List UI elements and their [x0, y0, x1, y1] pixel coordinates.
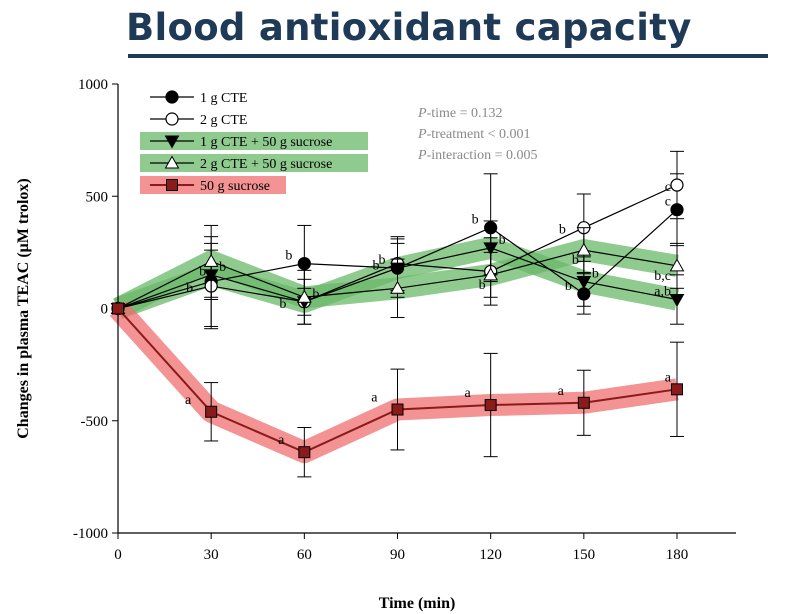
legend-marker	[165, 112, 179, 126]
x-tick-label: 60	[297, 547, 312, 563]
legend-label: 2 g CTE + 50 g sucrose	[200, 157, 332, 172]
data-point	[298, 446, 311, 459]
x-axis-label: Time (min)	[379, 595, 456, 612]
significance-label: a,b	[654, 285, 671, 300]
p-value-annotation: P-time = 0.132	[417, 106, 503, 121]
legend-label: 1 g CTE + 50 g sucrose	[200, 135, 332, 150]
significance-label: b	[312, 287, 319, 302]
data-point	[203, 253, 219, 267]
significance-label: a	[665, 370, 672, 385]
data-point	[297, 257, 311, 271]
legend-label: 50 g sucrose	[200, 179, 270, 194]
significance-label: b	[379, 253, 386, 268]
significance-label: b	[285, 249, 292, 264]
y-tick-label: 1000	[78, 77, 108, 93]
significance-label: c	[665, 195, 671, 210]
legend-marker	[166, 179, 178, 191]
data-point	[576, 242, 592, 256]
y-tick-label: -1000	[73, 526, 108, 542]
significance-label: b	[373, 259, 380, 274]
y-tick-label: 0	[101, 302, 109, 318]
x-tick-label: 0	[114, 547, 122, 563]
data-point	[112, 302, 124, 315]
data-point	[576, 276, 592, 290]
title-underline	[128, 54, 768, 58]
significance-label: b	[186, 281, 193, 296]
significance-label: a	[464, 386, 471, 401]
legend-marker	[165, 90, 179, 104]
significance-label: b	[479, 278, 486, 293]
x-tick-label: 30	[204, 547, 219, 563]
significance-label: a	[185, 393, 192, 408]
page-title: Blood antioxidant capacity	[126, 6, 692, 49]
data-point	[390, 280, 405, 294]
y-axis-label: Changes in plasma TEAC (μM trolox)	[15, 178, 32, 439]
legend-marker	[164, 135, 180, 149]
significance-label: b	[219, 260, 226, 275]
data-point	[205, 405, 218, 418]
data-point	[484, 399, 497, 412]
legend-marker	[164, 155, 180, 169]
x-tick-label: 150	[573, 547, 596, 563]
significance-label: b	[472, 213, 479, 228]
p-value-annotation: P-treatment < 0.001	[417, 127, 530, 142]
significance-label: a	[371, 391, 378, 406]
legend-label: 1 g CTE	[200, 91, 247, 106]
significance-label: b	[559, 223, 566, 238]
data-point	[577, 396, 590, 409]
data-point	[671, 383, 683, 396]
legend-highlight	[140, 132, 368, 150]
data-point	[391, 403, 404, 416]
legend-label: 2 g CTE	[200, 113, 247, 128]
data-point	[669, 258, 685, 272]
legend-highlight	[140, 154, 368, 172]
y-tick-label: -500	[81, 414, 109, 430]
p-value-annotation: P-interaction = 0.005	[417, 148, 537, 163]
legend: 1 g CTE 2 g CTE 1 g CTE + 50 g sucrose 2 g …	[140, 90, 368, 194]
data-point	[483, 242, 499, 256]
x-tick-label: 90	[390, 547, 405, 563]
significance-label: b	[199, 264, 206, 279]
significance-label: b	[279, 297, 286, 312]
y-tick-label: 500	[86, 189, 109, 205]
p-value-annotations: P-time = 0.132 P-treatment < 0.001 P-inter…	[417, 106, 537, 163]
significance-label: c	[665, 180, 671, 195]
significance-label: b,c	[654, 269, 671, 284]
series-4	[112, 302, 684, 478]
data-point	[296, 289, 312, 303]
significance-label: b	[499, 233, 506, 248]
data-point	[669, 294, 685, 308]
x-tick-label: 120	[479, 547, 502, 563]
data-point	[670, 178, 684, 192]
significance-label: b	[572, 253, 579, 268]
data-point	[483, 267, 499, 281]
significance-label: a	[278, 433, 285, 448]
x-tick-label: 180	[666, 547, 689, 563]
significance-label: b	[592, 267, 599, 282]
significance-label: a	[558, 384, 565, 399]
significance-label: b	[565, 279, 572, 294]
